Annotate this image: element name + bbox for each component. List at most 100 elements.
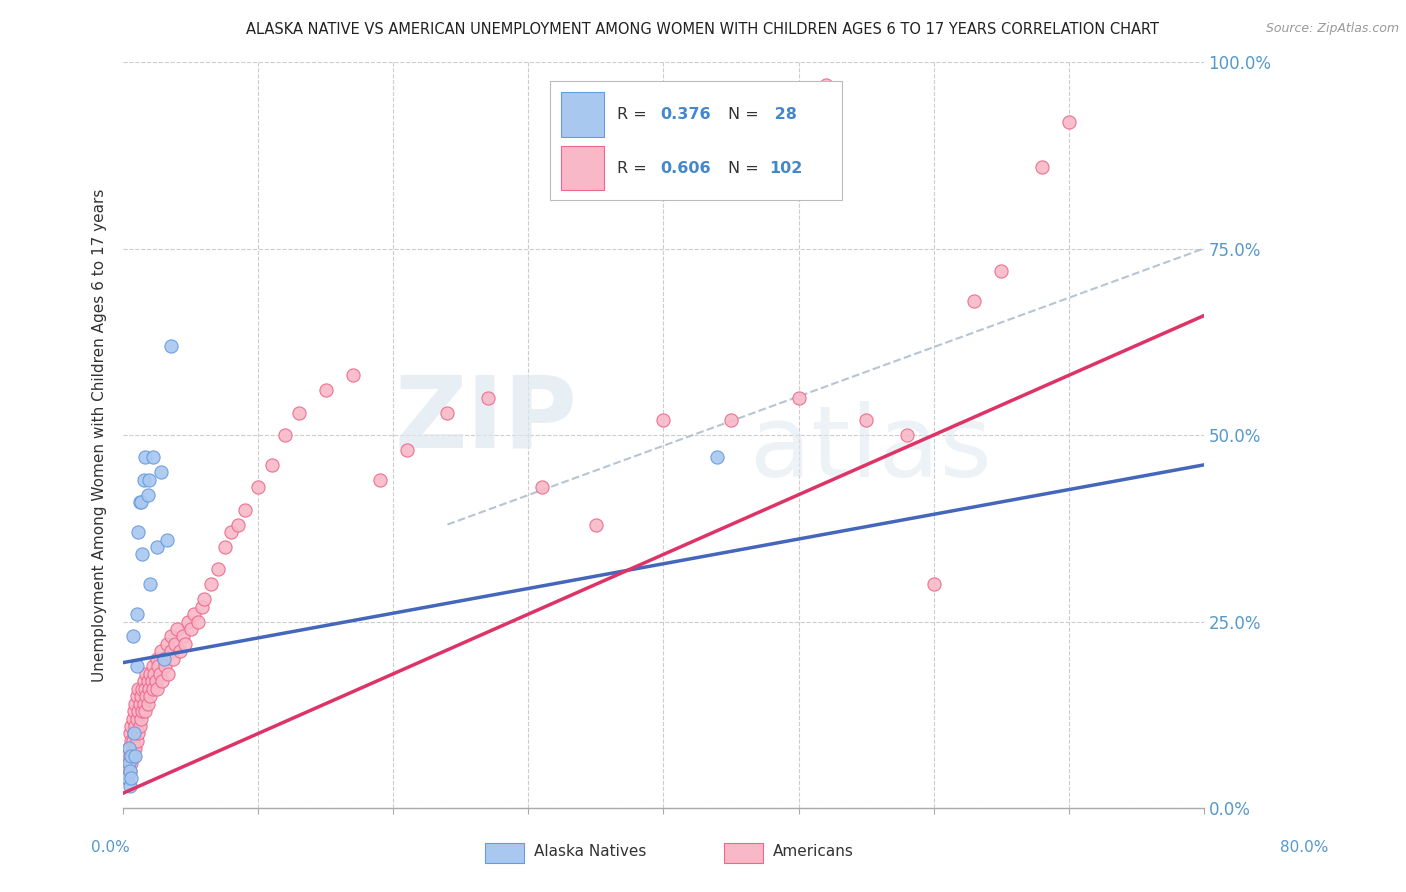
Point: [128, 719, 150, 733]
Point: [139, 666, 162, 681]
Point: [233, 502, 256, 516]
Point: [169, 644, 191, 658]
Point: [214, 540, 236, 554]
Point: [118, 764, 141, 778]
Point: [143, 666, 166, 681]
Point: [121, 734, 143, 748]
Point: [120, 719, 142, 733]
Point: [395, 442, 418, 457]
Point: [855, 413, 877, 427]
Point: [159, 338, 181, 352]
Point: [127, 704, 149, 718]
Point: [131, 681, 153, 696]
Point: [530, 480, 553, 494]
Point: [128, 495, 150, 509]
Point: [166, 622, 188, 636]
Point: [138, 473, 160, 487]
Bar: [561, 145, 605, 190]
Point: [118, 748, 141, 763]
Point: [120, 734, 142, 748]
Text: 0.376: 0.376: [661, 107, 711, 122]
Text: R =: R =: [617, 107, 652, 122]
Point: [120, 756, 142, 771]
Point: [153, 652, 176, 666]
Point: [115, 764, 138, 778]
Point: [118, 756, 141, 771]
Text: 0.0%: 0.0%: [91, 840, 131, 855]
Point: [180, 622, 202, 636]
Point: [125, 607, 148, 621]
Point: [128, 697, 150, 711]
Point: [153, 659, 176, 673]
Y-axis label: Unemployment Among Women with Children Ages 6 to 17 years: Unemployment Among Women with Children A…: [93, 188, 107, 681]
Point: [150, 466, 173, 480]
Point: [342, 368, 364, 383]
Point: [141, 674, 163, 689]
Point: [190, 599, 212, 614]
Bar: [561, 92, 605, 136]
Point: [288, 406, 311, 420]
Point: [120, 748, 142, 763]
Text: N =: N =: [728, 161, 763, 176]
Point: [134, 681, 156, 696]
Point: [117, 748, 139, 763]
Point: [174, 637, 197, 651]
Point: [177, 615, 200, 629]
Point: [125, 734, 148, 748]
Point: [146, 681, 169, 696]
Point: [990, 264, 1012, 278]
Point: [172, 630, 194, 644]
Point: [118, 756, 141, 771]
Point: [132, 473, 155, 487]
Point: [187, 615, 209, 629]
Text: 0.606: 0.606: [661, 161, 711, 176]
Point: [720, 413, 742, 427]
Point: [814, 78, 837, 92]
Point: [127, 726, 149, 740]
Point: [127, 681, 149, 696]
Text: N =: N =: [728, 107, 763, 122]
Point: [124, 748, 146, 763]
Text: R =: R =: [617, 161, 652, 176]
Text: Alaska Natives: Alaska Natives: [534, 845, 647, 859]
Point: [200, 577, 222, 591]
Point: [193, 592, 215, 607]
Point: [134, 704, 156, 718]
Point: [117, 771, 139, 785]
Point: [124, 697, 146, 711]
Point: [120, 771, 142, 785]
Point: [922, 577, 945, 591]
Point: [1031, 160, 1053, 174]
Point: [477, 391, 499, 405]
Point: [136, 697, 159, 711]
Point: [159, 630, 181, 644]
Point: [153, 652, 176, 666]
Point: [125, 689, 148, 703]
Point: [146, 652, 169, 666]
Point: [124, 741, 146, 756]
FancyBboxPatch shape: [550, 81, 842, 200]
Point: [706, 450, 728, 465]
Point: [585, 517, 607, 532]
Point: [129, 712, 152, 726]
Point: [148, 659, 170, 673]
Point: [155, 533, 177, 547]
Text: ZIP: ZIP: [394, 372, 576, 468]
Point: [122, 726, 145, 740]
Point: [117, 771, 139, 785]
Point: [118, 779, 141, 793]
Point: [122, 741, 145, 756]
Point: [368, 473, 391, 487]
Point: [207, 562, 229, 576]
Point: [436, 406, 458, 420]
Point: [129, 495, 152, 509]
Point: [226, 517, 249, 532]
Point: [138, 681, 160, 696]
Text: 102: 102: [769, 161, 803, 176]
Point: [125, 659, 148, 673]
Point: [1057, 115, 1080, 129]
Point: [136, 674, 159, 689]
Point: [129, 689, 152, 703]
Point: [156, 666, 179, 681]
Point: [118, 741, 141, 756]
